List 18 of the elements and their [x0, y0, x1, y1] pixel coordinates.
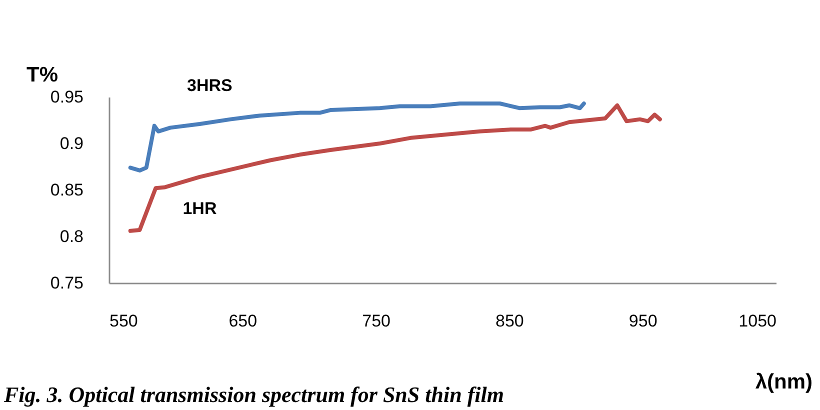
x-axis-title: λ(nm) [755, 370, 812, 394]
x-tick-label: 850 [496, 312, 524, 330]
y-tick-label: 0.75 [50, 274, 84, 292]
x-tick-label: 650 [228, 312, 258, 330]
x-tick-label: 1050 [738, 312, 776, 330]
series-label: 1HR [182, 198, 217, 218]
y-tick-label: 0.85 [50, 180, 84, 200]
x-tick-label: 950 [628, 312, 658, 330]
series-label: 3HRS [187, 76, 232, 95]
line-series [128, 103, 662, 233]
x-tick-label: 750 [362, 312, 390, 330]
caption: Fig. 3. Optical transmission spectrum for SnS thin film [3, 382, 504, 407]
y-tick-label: 0.8 [60, 227, 84, 246]
y-tick-label: 0.9 [60, 134, 84, 153]
y-axis-title: T% [26, 64, 58, 86]
line-series [128, 102, 586, 172]
x-tick-label: 550 [110, 312, 138, 330]
y-tick-label: 0.95 [50, 88, 84, 106]
